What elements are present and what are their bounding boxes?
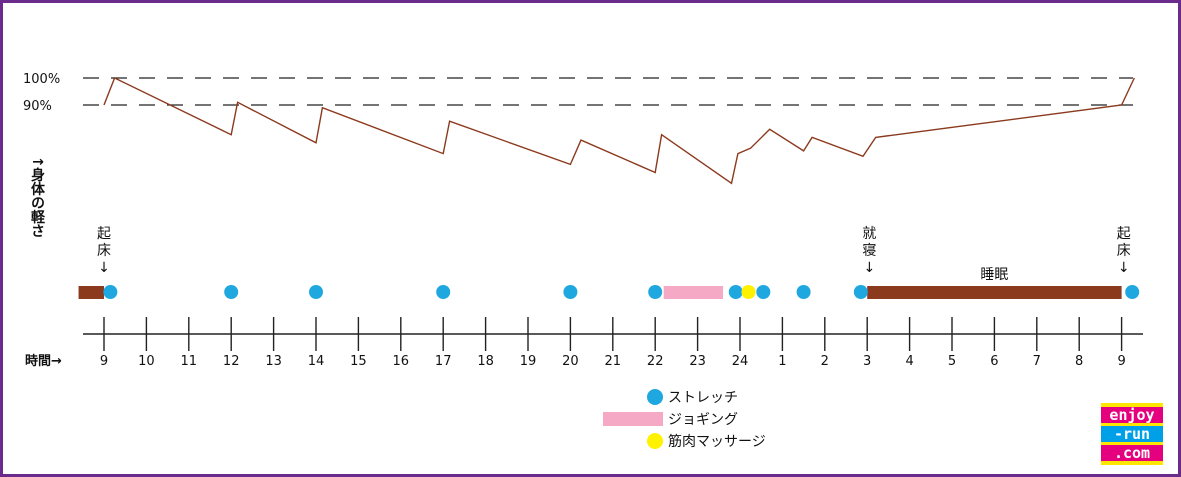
bedtime-annotation: 就 bbox=[862, 226, 876, 242]
stretch-point bbox=[563, 285, 578, 299]
stretch-point bbox=[309, 285, 323, 299]
x-tick-label: 5 bbox=[948, 354, 956, 369]
sleep-bar bbox=[78, 286, 104, 299]
logo-line-0: enjoy bbox=[1101, 407, 1163, 423]
legend-marker-2 bbox=[647, 433, 663, 449]
x-axis-label: 時間→ bbox=[25, 353, 62, 369]
stretch-point bbox=[648, 285, 663, 299]
legend-label-1: ジョギング bbox=[668, 412, 738, 428]
stretch-point bbox=[1125, 285, 1140, 299]
x-tick-label: 17 bbox=[435, 354, 452, 369]
massage-point bbox=[741, 285, 756, 299]
bedtime-annotation: ↓ bbox=[863, 260, 875, 276]
bedtime-annotation: 寝 bbox=[862, 242, 876, 259]
x-tick-label: 8 bbox=[1075, 354, 1083, 369]
enjoy-run-logo: enjoy -run .com bbox=[1101, 403, 1163, 465]
x-tick-label: 16 bbox=[393, 354, 410, 369]
x-tick-label: 14 bbox=[308, 354, 325, 369]
x-tick-label: 13 bbox=[265, 354, 282, 369]
x-tick-label: 22 bbox=[647, 354, 664, 369]
y-axis-label: ↑身体の軽さ bbox=[29, 156, 45, 238]
y-tick-label: 90% bbox=[23, 99, 52, 114]
stretch-point bbox=[224, 285, 239, 299]
jogging-bar bbox=[663, 286, 724, 299]
wake-end-annotation: 起 bbox=[1117, 226, 1131, 242]
x-tick-label: 24 bbox=[732, 354, 749, 369]
sleep-label: 睡眠 bbox=[980, 267, 1008, 283]
x-tick-label: 11 bbox=[181, 354, 198, 369]
logo-line-2: .com bbox=[1101, 445, 1163, 461]
y-tick-label: 100% bbox=[23, 72, 60, 87]
legend-label-0: ストレッチ bbox=[668, 390, 738, 406]
wake-end-annotation: ↓ bbox=[1118, 260, 1130, 276]
x-tick-label: 21 bbox=[605, 354, 622, 369]
stretch-point bbox=[728, 285, 743, 299]
x-tick-label: 10 bbox=[138, 354, 155, 369]
sleep-bar bbox=[867, 286, 1122, 299]
x-tick-label: 1 bbox=[778, 354, 786, 369]
x-tick-label: 15 bbox=[350, 354, 367, 369]
x-tick-label: 9 bbox=[1117, 354, 1125, 369]
legend-label-2: 筋肉マッサージ bbox=[668, 433, 766, 450]
x-tick-label: 6 bbox=[990, 354, 998, 369]
x-tick-label: 23 bbox=[689, 354, 706, 369]
x-tick-label: 9 bbox=[100, 354, 108, 369]
wake-start-annotation: 床 bbox=[97, 243, 111, 259]
chart-canvas: 100%90%↑身体の軽さ 起床↓就寝↓起床↓睡眠9 10 11 12 13 14 15 16 1… bbox=[23, 72, 1143, 450]
x-tick-label: 19 bbox=[520, 354, 537, 369]
x-tick-label: 2 bbox=[821, 354, 829, 369]
wake-start-annotation: ↓ bbox=[98, 260, 110, 276]
x-tick-label: 12 bbox=[223, 354, 240, 369]
stretch-point bbox=[756, 285, 771, 299]
legend-marker-0 bbox=[647, 389, 663, 405]
logo-line-1: -run bbox=[1101, 426, 1163, 442]
wake-start-annotation: 起 bbox=[97, 226, 111, 242]
x-tick-label: 20 bbox=[562, 354, 579, 369]
stretch-point bbox=[103, 285, 118, 299]
stretch-point bbox=[796, 285, 811, 299]
stretch-point bbox=[853, 285, 868, 299]
x-tick-label: 4 bbox=[905, 354, 913, 369]
x-tick-label: 18 bbox=[477, 354, 494, 369]
x-tick-label: 7 bbox=[1033, 354, 1041, 369]
lightness-curve-line bbox=[103, 77, 1135, 185]
stretch-point bbox=[436, 285, 451, 299]
wake-end-annotation: 床 bbox=[1117, 243, 1131, 259]
x-tick-label: 3 bbox=[863, 354, 871, 369]
legend-marker-1 bbox=[603, 412, 663, 426]
